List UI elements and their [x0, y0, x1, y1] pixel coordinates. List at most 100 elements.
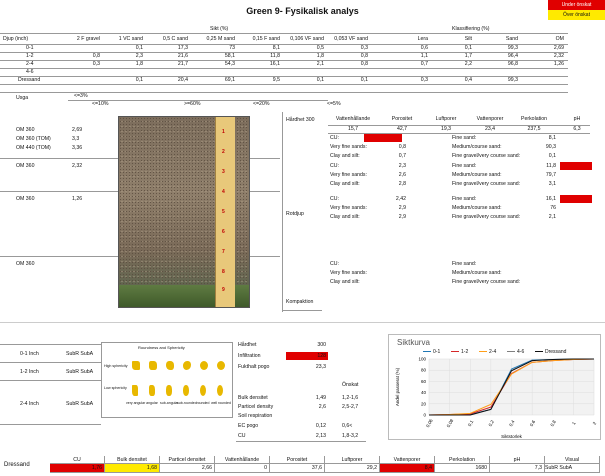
sieve-column-header: OM	[555, 36, 564, 42]
sieve-cell: 17,3	[177, 45, 188, 51]
prop-header: Luftporer	[435, 116, 457, 122]
sieve-column-header: Silt	[464, 36, 472, 42]
prop-header: Porositet	[391, 116, 413, 122]
sieve-cell: 0,8	[92, 53, 100, 59]
om-value: 3,36	[72, 145, 83, 151]
sieve-cell: 0,7	[420, 61, 428, 67]
usga-very-fine: <=5%	[327, 101, 341, 107]
om-value: 1,26	[72, 196, 83, 202]
legend-swatch	[451, 351, 459, 353]
sieve-cell: 1,7	[464, 53, 472, 59]
y-tick-label: 40	[421, 390, 427, 395]
sieve-cell: 0,1	[316, 77, 324, 83]
sieve-cell: 2,69	[553, 45, 564, 51]
sieve-cell: 96,8	[507, 61, 518, 67]
legend-swatch	[423, 351, 431, 353]
sieve-cell: 69,1	[224, 77, 235, 83]
series-line-dressand	[429, 358, 594, 416]
bottom-header: Porositet	[270, 456, 325, 464]
sieve-column-header: 0,5 C sand	[162, 36, 188, 42]
prop-value: 42,7	[396, 126, 408, 132]
usga-medium: >=60%	[184, 101, 201, 107]
sieve-cell: 20,4	[177, 77, 188, 83]
sieve-cell: 2,1	[316, 61, 324, 67]
prop-header: Perkolation	[521, 116, 547, 122]
sieve-cell: 58,1	[224, 53, 235, 59]
sieve-column-header: 0,15 F sand	[252, 36, 280, 42]
prop-value: 6,3	[573, 126, 581, 132]
bottom-value: 1680	[435, 464, 490, 472]
soil-core-photo: 1 2 3 4 5 6 7 8 9	[118, 116, 250, 308]
x-axis-label: Siktstorlek	[501, 434, 523, 439]
bottom-value: 7,3	[490, 464, 545, 472]
sieve-cell: 0,1	[135, 77, 143, 83]
sieve-cell: 1,8	[316, 53, 324, 59]
om-label: OM 440 (TOM)	[16, 145, 51, 151]
x-tick-label: 0,2	[488, 419, 496, 427]
y-axis-label: Andel passerat (%)	[395, 367, 400, 406]
legend-entry: Dressand	[535, 349, 566, 355]
sieve-cell: 2,32	[553, 53, 564, 59]
sieve-cell: 0,5	[316, 45, 324, 51]
sieve-cell: 0,8	[360, 53, 368, 59]
prop-value: 23,4	[484, 126, 496, 132]
sieve-cell: 0,4	[464, 77, 472, 83]
bottom-header: Particel densitet	[160, 456, 215, 464]
sieve-cell: 1,8	[135, 61, 143, 67]
legend-swatch	[535, 351, 543, 353]
x-tick-label: 0,4	[508, 419, 516, 427]
prop-header: Vattenhållande	[335, 116, 371, 122]
prop-value: 237,5	[527, 126, 541, 132]
sieve-column-header: Lera	[417, 36, 428, 42]
x-tick-label: 0,8	[549, 419, 557, 427]
legend-entry: 4-6	[507, 349, 524, 355]
sieve-cell: 99,3	[507, 77, 518, 83]
sieve-header: Sikt (%)	[210, 26, 229, 32]
sieve-column-header: Sand	[505, 36, 518, 42]
y-tick-label: 80	[421, 368, 427, 373]
legend-under-desired: Under önskat	[548, 0, 605, 10]
sieve-cell: 1,26	[553, 61, 564, 67]
bottom-header: CU	[50, 456, 105, 464]
bottom-value: 1,76	[50, 464, 105, 472]
sieve-cell: 0,1	[360, 77, 368, 83]
sieve-cell: 54,3	[224, 61, 235, 67]
y-tick-label: 20	[421, 401, 427, 406]
bottom-value: SubR SubA	[545, 464, 600, 472]
bottom-header: Luftporer	[325, 456, 380, 464]
sieve-cell: 0,1	[135, 45, 143, 51]
sieve-cell: 0,1	[464, 45, 472, 51]
bottom-header: Perkolation	[435, 456, 490, 464]
x-tick-label: 2	[592, 420, 598, 425]
classification-header: Klassifiering (%)	[452, 26, 490, 32]
sieve-cell: 96,4	[507, 53, 518, 59]
legend-swatch	[507, 351, 515, 353]
y-tick-label: 60	[421, 379, 427, 384]
sieve-cell: 8,1	[272, 45, 280, 51]
om-label: OM 360	[16, 261, 35, 267]
x-tick-label: 0,1	[467, 419, 475, 427]
sieve-column-header: 1 VC sand	[118, 36, 143, 42]
x-tick-label: 0,08	[446, 418, 455, 429]
sieve-curve-chart: Siktkurva 0-1 1-2 2-4 4-6 Dressand 0 20 40 60 80…	[388, 334, 601, 440]
sieve-cell: 2,2	[464, 61, 472, 67]
om-value: 3,3	[72, 136, 80, 142]
sieve-cell: 99,3	[507, 45, 518, 51]
sieve-cell: 73	[229, 45, 235, 51]
y-tick-label: 100	[418, 357, 426, 362]
sieve-row-label: 1-2	[26, 53, 34, 59]
sieve-cell: 0,3	[92, 61, 100, 67]
bottom-header: Vattenhållande	[215, 456, 270, 464]
prop-header: pH	[573, 116, 581, 122]
sieve-cell: 0,3	[420, 77, 428, 83]
series-line-2-4	[428, 358, 595, 416]
om-value: 2,32	[72, 163, 83, 169]
usga-coarse: <=10%	[92, 101, 109, 107]
page-title: Green 9- Fysikalisk analys	[246, 6, 359, 16]
sieve-cell: 0,8	[360, 61, 368, 67]
legend-over-desired: Över önskat	[548, 10, 605, 20]
sieve-row-label: Dressand	[18, 77, 41, 83]
om-label: OM 360	[16, 163, 35, 169]
bottom-value: 1,68	[105, 464, 160, 472]
prop-value: 15,7	[347, 126, 359, 132]
